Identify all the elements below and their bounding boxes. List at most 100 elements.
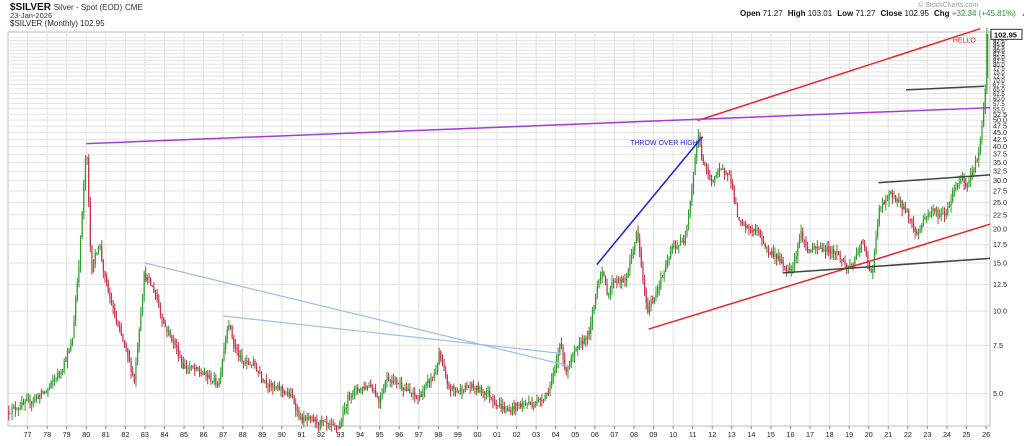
- candle-body: [663, 271, 665, 278]
- candle-body: [161, 313, 163, 321]
- x-tick-label: 09: [650, 430, 658, 439]
- candle-body: [596, 286, 598, 295]
- trendline: [223, 315, 562, 355]
- candle-body: [127, 348, 129, 356]
- trendline: [782, 257, 991, 274]
- candle-body: [171, 335, 173, 342]
- candle-body: [839, 255, 841, 260]
- candle-body: [816, 246, 818, 249]
- x-tick-label: 98: [434, 430, 442, 439]
- candle-body: [865, 248, 867, 255]
- candle-body: [117, 322, 119, 326]
- candle-body: [862, 240, 864, 244]
- candle-body: [66, 352, 69, 362]
- candle-body: [233, 337, 235, 345]
- candle-body: [777, 255, 779, 259]
- candle-body: [978, 151, 980, 161]
- candle-body: [264, 380, 266, 381]
- x-axis-labels: 77 78 79 80 81 82 83 84 85 86 87 88 89 90 91 92 93 94 95 96…: [24, 426, 990, 439]
- y-axis-labels: 5.0 7.5 10.0 12.5 15.0 17.5 20.0 22.5 25.0 27.5 30…: [993, 36, 1009, 398]
- candle-body: [282, 387, 284, 391]
- candle-body: [756, 229, 758, 232]
- candle-body: [624, 278, 626, 281]
- candle-body: [634, 242, 636, 252]
- candle-body: [497, 405, 499, 407]
- candle-body: [376, 396, 378, 398]
- candle-body: [397, 383, 400, 384]
- candle-body: [952, 190, 954, 202]
- candle-body: [976, 159, 978, 161]
- y-tick-label: 50.0: [993, 116, 1007, 125]
- candle-body: [373, 390, 375, 391]
- candle-body: [709, 174, 711, 176]
- y-tick-label: 75.0: [993, 70, 1005, 76]
- candle-body: [91, 245, 93, 273]
- candle-body: [379, 398, 382, 402]
- candle-body: [705, 164, 708, 170]
- x-tick-label: 15: [767, 430, 775, 439]
- candle-body: [446, 376, 448, 385]
- candle-body: [797, 246, 799, 257]
- candle-body: [598, 279, 600, 287]
- x-tick-label: 78: [43, 430, 51, 439]
- candle-body: [917, 232, 920, 235]
- candle-body: [650, 301, 652, 307]
- candle-body: [811, 246, 814, 251]
- y-tick-label: 25.0: [993, 198, 1007, 207]
- candle-body: [516, 402, 519, 406]
- candle-body: [573, 350, 576, 356]
- candle-body: [979, 139, 981, 152]
- candle-body: [21, 402, 23, 409]
- candle-body: [374, 390, 377, 397]
- candle-body: [151, 285, 153, 287]
- candle-body: [422, 391, 424, 397]
- candle-body: [526, 403, 528, 405]
- candle-body: [914, 227, 916, 233]
- candle-body: [267, 384, 269, 386]
- candle-body: [780, 259, 783, 264]
- candle-body: [846, 264, 848, 268]
- candle-body: [687, 212, 690, 225]
- candle-body: [164, 323, 166, 327]
- candle-body: [701, 145, 703, 159]
- candle-body: [301, 417, 303, 423]
- candle-body: [572, 355, 574, 357]
- candle-body: [958, 182, 960, 184]
- candle-body: [568, 364, 571, 367]
- candle-body: [136, 347, 139, 363]
- candle-body: [842, 259, 845, 262]
- candle-body: [242, 361, 245, 363]
- candle-body: [723, 168, 726, 173]
- candle-body: [886, 200, 889, 201]
- series-legend: $SILVER (Monthly) 102.95: [10, 19, 105, 28]
- candle-body: [818, 246, 820, 249]
- candle-body: [293, 396, 295, 404]
- candle-body: [353, 388, 356, 394]
- x-tick-label: 02: [513, 430, 521, 439]
- candle-body: [436, 364, 439, 372]
- candle-body: [968, 180, 970, 185]
- candle-body: [300, 417, 302, 419]
- candle-body: [588, 331, 590, 334]
- candle-body: [419, 394, 421, 399]
- candle-body: [308, 416, 310, 420]
- candle-body: [492, 398, 494, 403]
- candle-body: [435, 371, 437, 374]
- y-tick-label: 40.0: [993, 142, 1007, 151]
- candle-body: [451, 386, 453, 390]
- candle-body: [122, 334, 124, 341]
- candle-body: [909, 219, 911, 220]
- candle-body: [735, 201, 737, 204]
- candle-body: [75, 300, 77, 321]
- candle-body: [836, 251, 838, 254]
- candle-body: [541, 400, 543, 402]
- x-tick-label: 88: [239, 430, 247, 439]
- candle-body: [983, 107, 985, 126]
- candle-body: [614, 281, 616, 283]
- candle-body: [73, 320, 75, 339]
- candle-body: [502, 405, 504, 410]
- candle-body: [717, 169, 719, 175]
- candles: [8, 27, 989, 434]
- x-tick-label: 18: [826, 430, 834, 439]
